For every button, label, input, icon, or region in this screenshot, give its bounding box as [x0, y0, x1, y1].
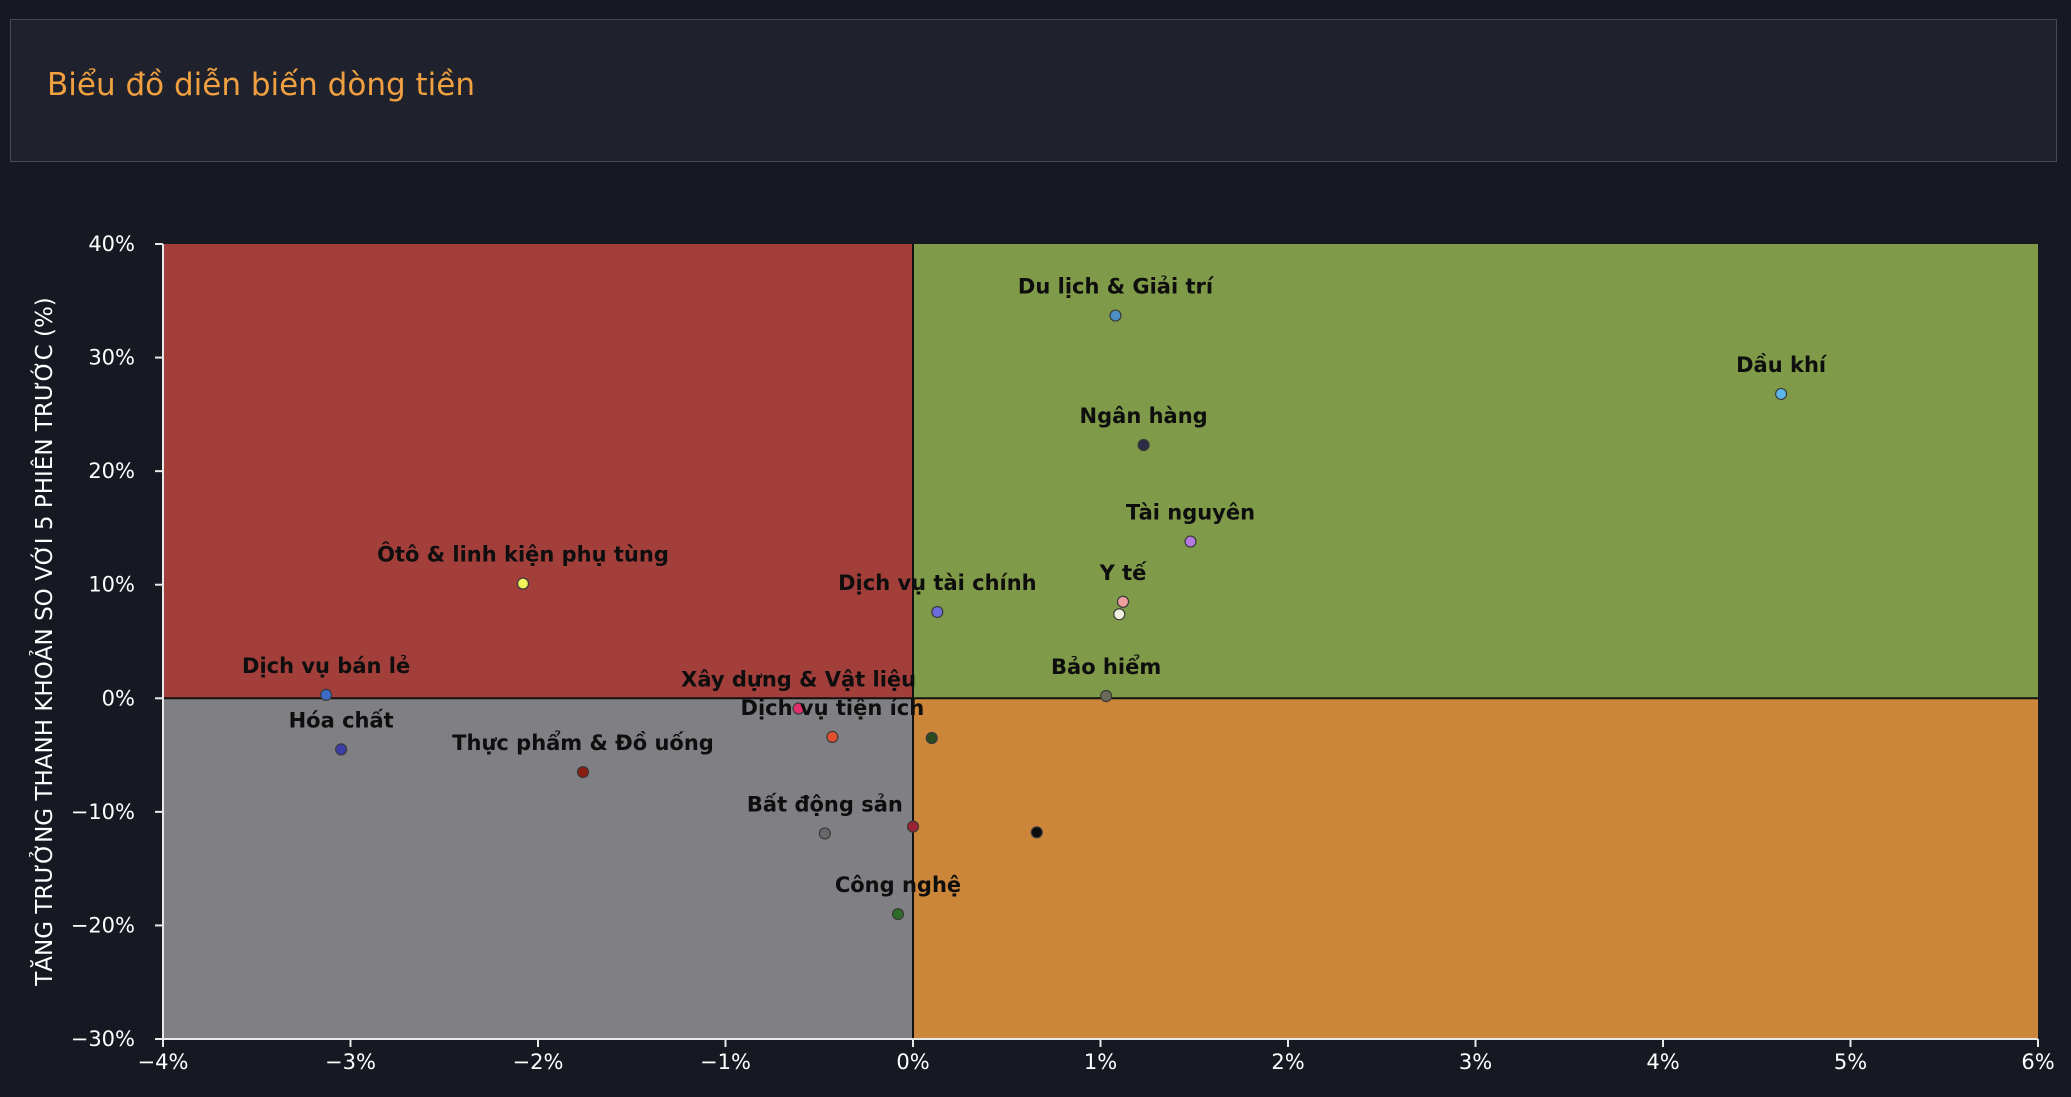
y-tick-label: 40% [88, 232, 135, 256]
y-tick-label: 0% [102, 686, 135, 710]
x-tick-label: 6% [2021, 1050, 2054, 1074]
quadrant-bottom-right [913, 698, 2038, 1039]
y-tick-label: 10% [88, 573, 135, 597]
x-tick-label: −3% [325, 1050, 376, 1074]
data-point [1184, 535, 1197, 548]
chart-title: Biểu đồ diễn biến dòng tiền [47, 67, 475, 103]
data-label: Ôtô & linh kiện phụ tùng [377, 542, 669, 567]
x-tick-label: 3% [1459, 1050, 1492, 1074]
y-tick-label: −30% [71, 1027, 135, 1051]
data-point [826, 730, 839, 744]
data-label: Tài nguyên [1126, 501, 1255, 525]
chart-header: Biểu đồ diễn biến dòng tiền [10, 19, 2057, 162]
data-label: Dịch vụ tài chính [838, 571, 1037, 595]
data-label: Du lịch & Giải trí [1018, 275, 1215, 299]
quadrant-top-right [913, 244, 2038, 699]
y-tick-label: −10% [71, 800, 135, 824]
x-tick-label: 1% [1084, 1050, 1117, 1074]
x-tick-label: −4% [138, 1050, 189, 1074]
data-point [320, 688, 333, 701]
data-label: Hóa chất [289, 708, 394, 732]
x-tick-label: 4% [1646, 1050, 1679, 1074]
data-point [925, 731, 938, 745]
x-tick-label: −2% [513, 1050, 564, 1074]
x-tick-label: 5% [1834, 1050, 1867, 1074]
x-tick-label: 0% [896, 1050, 929, 1074]
data-label: Ngân hàng [1080, 404, 1208, 428]
data-label: Dịch vụ bán lẻ [242, 654, 410, 678]
data-label: Dịch vụ tiện ích [741, 696, 925, 720]
data-point [335, 743, 348, 756]
data-point [931, 605, 944, 619]
data-point [891, 907, 905, 921]
y-tick-label: 20% [88, 459, 135, 483]
data-point [792, 702, 805, 715]
data-label: Thực phẩm & Đồ uống [452, 730, 714, 755]
data-label: Y tế [1099, 561, 1148, 585]
data-point [1100, 689, 1113, 703]
x-tick-label: 2% [1271, 1050, 1304, 1074]
data-label: Dầu khí [1736, 353, 1828, 377]
y-tick-label: −20% [71, 913, 135, 937]
data-label: Bất động sản [747, 792, 903, 816]
y-tick-label: 30% [88, 346, 135, 370]
data-point [1137, 438, 1150, 452]
quadrant-bottom-left [163, 698, 913, 1039]
y-axis-title: TĂNG TRƯỞNG THANH KHOẢN SO VỚI 5 PHIÊN T… [29, 297, 58, 987]
data-point [516, 577, 530, 590]
data-point [576, 766, 590, 779]
data-point [906, 820, 920, 833]
data-point [818, 827, 831, 840]
quadrant-top-left [163, 244, 913, 699]
x-tick-label: −1% [700, 1050, 751, 1074]
data-point [1775, 387, 1788, 401]
data-point [1109, 309, 1122, 322]
data-label: Công nghệ [835, 873, 961, 897]
data-point [1113, 608, 1126, 621]
data-point [1030, 826, 1043, 839]
data-label: Xây dựng & Vật liệu [681, 668, 916, 692]
data-point [1116, 595, 1130, 608]
data-label: Bảo hiểm [1051, 654, 1161, 679]
